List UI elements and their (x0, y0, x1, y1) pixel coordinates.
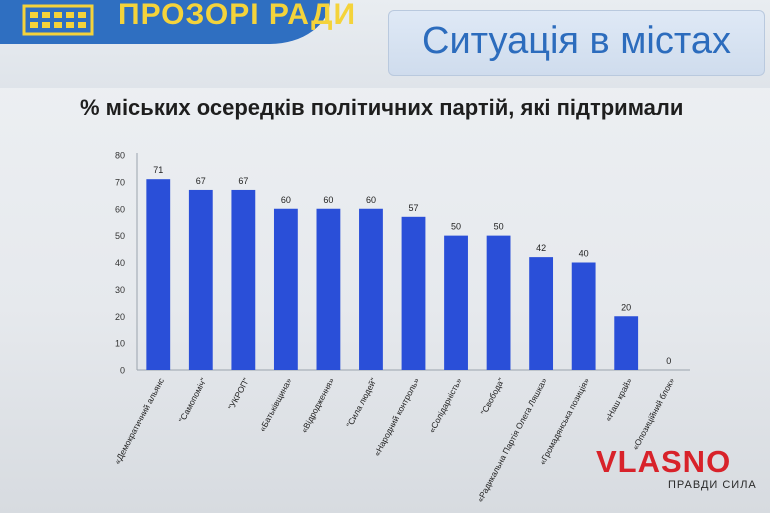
logo-text: ПРОЗОРІ РАДИ (118, 0, 357, 31)
x-tick-label: «Опозиційний блок» (630, 376, 677, 452)
data-label: 50 (451, 222, 461, 232)
bar (444, 235, 468, 370)
x-tick-label: «Відродження» (299, 376, 336, 434)
bar (316, 208, 341, 370)
x-tick-label: «Радикальна Партія Олега Ляшка» (475, 376, 549, 504)
y-tick-label: 60 (115, 204, 125, 214)
data-label: 60 (323, 195, 333, 205)
data-label: 42 (536, 243, 546, 253)
data-label: 71 (153, 165, 163, 175)
data-label: 60 (281, 195, 291, 205)
y-tick-label: 0 (120, 366, 125, 376)
data-label: 50 (494, 222, 504, 232)
y-tick-label: 70 (115, 177, 125, 187)
bar (146, 179, 171, 370)
x-tick-label: «Наш край» (603, 376, 634, 423)
x-tick-label: «Демократичний альянс (112, 376, 166, 466)
bar (401, 216, 426, 370)
y-tick-label: 20 (115, 312, 125, 322)
y-tick-label: 40 (115, 258, 125, 268)
chart-title: % міських осередків політичних партій, я… (80, 95, 684, 120)
bar (359, 208, 383, 370)
page-title: Ситуація в містах (422, 20, 731, 62)
x-tick-label: «Батьківщина» (257, 376, 294, 433)
data-label: 67 (196, 176, 206, 186)
bar (188, 189, 213, 370)
y-tick-label: 50 (115, 231, 125, 241)
title-box: Ситуація в містах (388, 10, 765, 76)
watermark-logo: VLASNO (596, 444, 732, 479)
bar (273, 208, 298, 370)
x-tick-label: "Свобода" (479, 376, 507, 416)
data-label: 20 (621, 302, 631, 312)
watermark-tagline: ПРАВДИ СИЛА (668, 479, 757, 491)
x-tick-label: «Громадянська позиція» (537, 376, 591, 466)
x-tick-label: «Народний контроль» (372, 376, 422, 458)
bar (231, 189, 256, 370)
data-label: 57 (408, 203, 418, 213)
bar (571, 262, 596, 370)
data-label: 40 (579, 249, 589, 259)
y-tick-label: 80 (115, 151, 125, 161)
watermark: VLASNO ПРАВДИ СИЛА (596, 444, 756, 492)
bar (614, 316, 639, 370)
x-tick-label: «Солідарність» (427, 376, 464, 434)
logo-block: ПРОЗОРІ РАДИ (0, 0, 355, 44)
building-icon (22, 4, 94, 36)
y-tick-label: 10 (115, 339, 125, 349)
data-label: 60 (366, 195, 376, 205)
data-label: 0 (666, 356, 671, 366)
bar (529, 257, 554, 370)
x-tick-label: "Самопоміч" (177, 376, 209, 424)
x-tick-label: "УКРОП" (226, 376, 251, 411)
y-tick-label: 30 (115, 285, 125, 295)
data-label: 67 (238, 176, 248, 186)
x-tick-label: "Сила людей" (344, 376, 378, 429)
bar (486, 235, 511, 370)
